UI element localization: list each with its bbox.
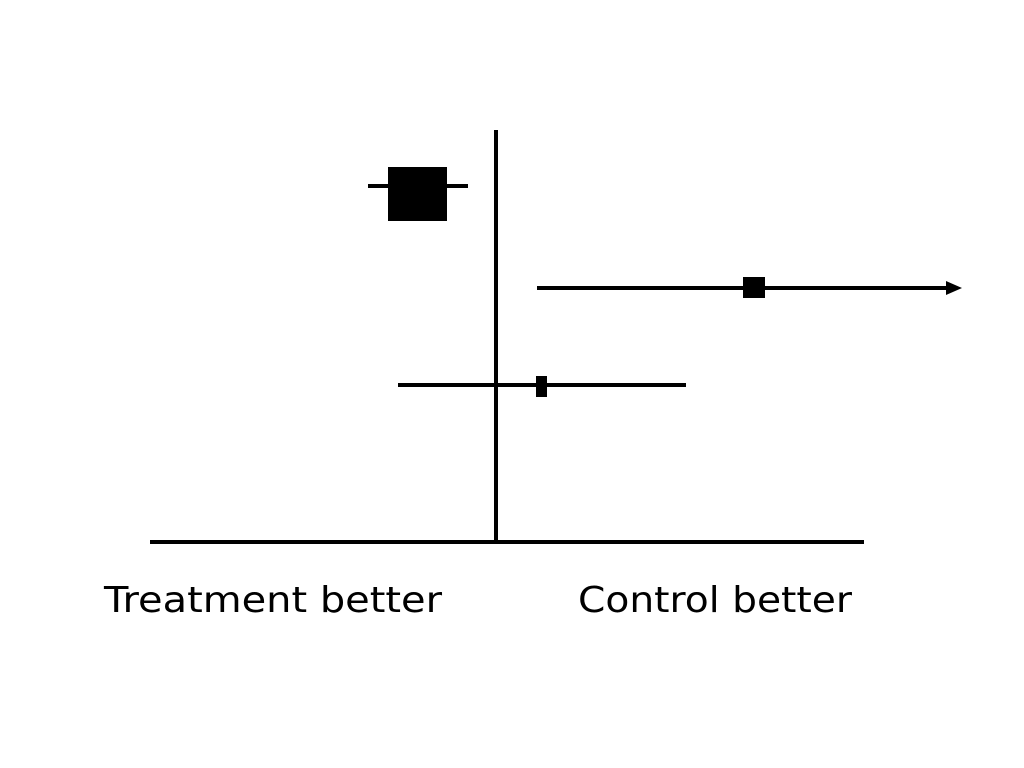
effect-square	[388, 167, 447, 221]
left-label: Treatment better	[103, 580, 442, 621]
effect-square	[743, 277, 765, 298]
arrowhead	[946, 281, 962, 295]
effect-square	[536, 376, 547, 397]
right-label: Control better	[578, 580, 852, 621]
